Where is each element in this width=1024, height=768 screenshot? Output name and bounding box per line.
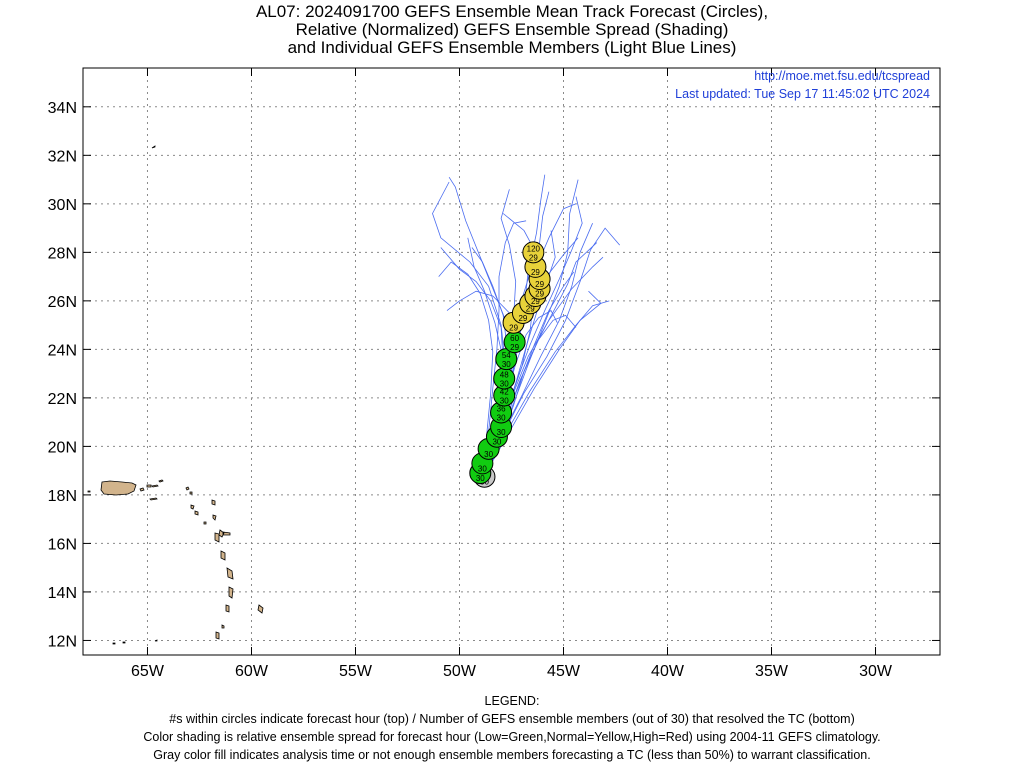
- legend-line-1: #s within circles indicate forecast hour…: [169, 712, 855, 726]
- member-count-label: 29: [531, 297, 540, 306]
- lat-tick-label: 22N: [48, 391, 77, 408]
- member-count-label: 29: [509, 324, 518, 333]
- ensemble-member-track: [484, 220, 527, 476]
- lat-tick-label: 28N: [48, 245, 77, 262]
- ensemble-member-track: [438, 261, 494, 476]
- puerto-rico-island: [100, 480, 137, 496]
- member-count-label: 30: [500, 396, 509, 405]
- lat-tick-label: 26N: [48, 294, 77, 311]
- lon-tick-label: 65W: [131, 663, 165, 680]
- lat-tick-label: 30N: [48, 197, 77, 214]
- lat-tick-label: 18N: [48, 488, 77, 505]
- member-count-label: 30: [478, 464, 487, 473]
- member-count-label: 30: [484, 450, 493, 459]
- lesser-antilles: [185, 486, 264, 640]
- forecast-hour-label: 36: [497, 404, 506, 413]
- forecast-hour-label: 48: [500, 370, 509, 379]
- member-count-label: 30: [476, 474, 485, 483]
- member-count-label: 30: [492, 438, 501, 447]
- member-count-label: 30: [497, 428, 506, 437]
- forecast-hour-label: 60: [510, 334, 519, 343]
- member-count-label: 29: [529, 253, 538, 262]
- forecast-hour-label: 120: [527, 244, 541, 253]
- last-updated-text: Last updated: Tue Sep 17 11:45:02 UTC 20…: [675, 87, 930, 101]
- lat-tick-label: 12N: [48, 633, 77, 650]
- grid-lines: [83, 68, 940, 655]
- land-layer: [87, 145, 264, 645]
- title-line-2: Relative (Normalized) GEFS Ensemble Spre…: [295, 20, 729, 39]
- member-count-label: 29: [526, 304, 535, 313]
- legend-line-2: Color shading is relative ensemble sprea…: [143, 730, 881, 744]
- lat-tick-label: 14N: [48, 585, 77, 602]
- lon-tick-label: 45W: [547, 663, 581, 680]
- member-count-label: 30: [497, 413, 506, 422]
- lon-tick-label: 60W: [235, 663, 269, 680]
- title-line-1: AL07: 2024091700 GEFS Ensemble Mean Trac…: [255, 2, 769, 21]
- legend-heading: LEGEND:: [484, 694, 540, 708]
- forecast-position-circle: [522, 241, 545, 264]
- forecast-hour-label: 54: [502, 351, 511, 360]
- lat-tick-label: 16N: [48, 536, 77, 553]
- member-count-label: 29: [531, 268, 540, 277]
- mean-track-circles: 3030303030303630423048305430602929292929…: [469, 241, 551, 488]
- member-count-label: 29: [535, 290, 544, 299]
- member-count-label: 30: [500, 379, 509, 388]
- member-count-label: 29: [510, 343, 519, 352]
- forecast-hour-label: 42: [500, 387, 509, 396]
- lon-tick-label: 35W: [755, 663, 789, 680]
- lat-tick-label: 20N: [48, 439, 77, 456]
- lat-tick-label: 32N: [48, 148, 77, 165]
- title-line-3: and Individual GEFS Ensemble Members (Li…: [287, 38, 737, 57]
- axis-ticks: 65W 60W 55W 50W 45W 40W 35W 30W 12N 14N 16N 18N 20N 2…: [48, 68, 940, 680]
- virgin-islands: [87, 479, 164, 501]
- lon-tick-label: 50W: [443, 663, 477, 680]
- member-count-label: 30: [502, 360, 511, 369]
- small-islets: [112, 145, 158, 645]
- lat-tick-label: 34N: [48, 100, 77, 117]
- legend-line-3: Gray color fill indicates analysis time …: [153, 748, 871, 762]
- lon-tick-label: 55W: [339, 663, 373, 680]
- lat-tick-label: 24N: [48, 342, 77, 359]
- lon-tick-label: 40W: [651, 663, 685, 680]
- ensemble-member-track: [484, 227, 621, 476]
- lon-tick-label: 30W: [859, 663, 893, 680]
- member-count-label: 29: [535, 280, 544, 289]
- source-url-text: http://moe.met.fsu.edu/tcspread: [754, 69, 930, 83]
- member-count-label: 29: [518, 314, 527, 323]
